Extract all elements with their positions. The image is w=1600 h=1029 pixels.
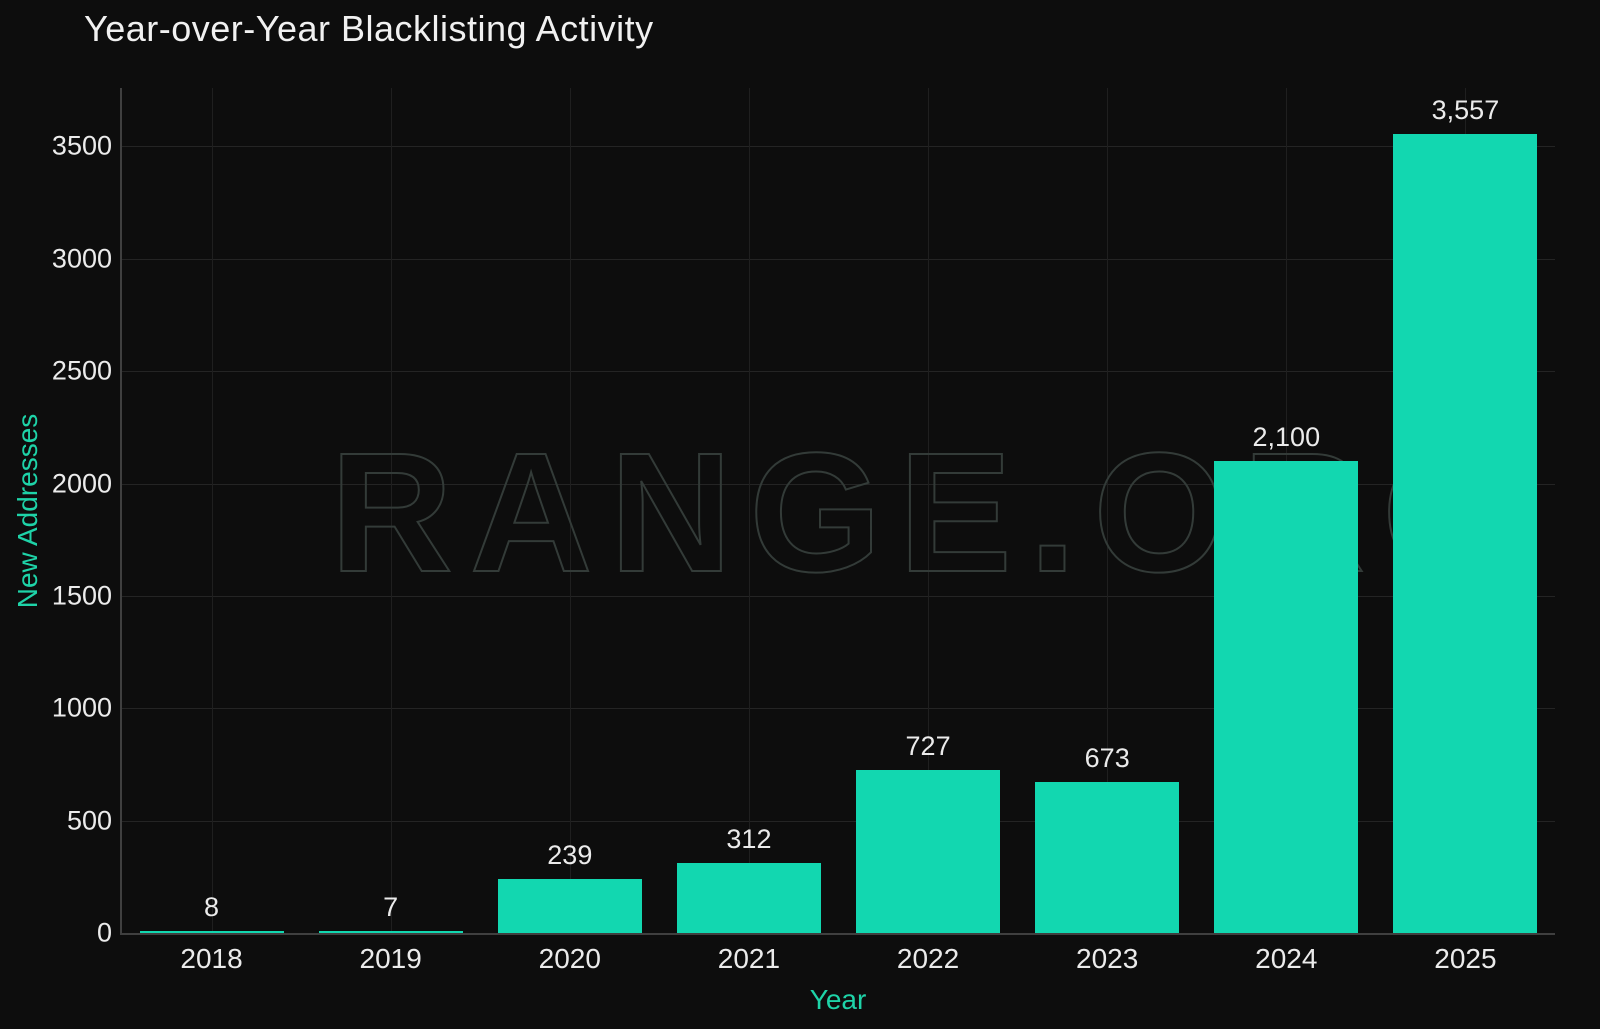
plot-area: 0 500 1000 1500 2000 2500 3000 3500 RANGE.ORG 8… xyxy=(52,88,1555,974)
x-axis-title: Year xyxy=(809,984,867,1015)
x-gridline xyxy=(748,88,750,933)
bar-value-label: 7 xyxy=(383,892,399,922)
x-tick-label: 2021 xyxy=(717,943,781,974)
y-tick-label: 2000 xyxy=(51,468,112,499)
x-gridline xyxy=(1107,88,1109,933)
bar-2019 xyxy=(318,931,463,933)
y-gridline xyxy=(122,708,1555,710)
x-tick-label: 2020 xyxy=(538,943,601,974)
gridline-layer: 0 500 1000 1500 2000 2500 3000 3500 xyxy=(52,88,1555,948)
y-tick-label: 3000 xyxy=(51,243,112,274)
y-tick-label: 2500 xyxy=(51,355,112,386)
bar-2025 xyxy=(1393,134,1538,933)
bar-value-label: 727 xyxy=(905,731,951,761)
y-tick-label: 0 xyxy=(96,917,112,948)
y-gridline xyxy=(122,595,1555,597)
bar-2024 xyxy=(1214,461,1359,933)
x-tick-label: 2023 xyxy=(1076,943,1139,974)
y-gridline xyxy=(122,258,1555,260)
x-tick-label: 2025 xyxy=(1434,943,1497,974)
y-gridline xyxy=(122,371,1555,373)
x-gridline xyxy=(211,88,213,933)
bar-layer xyxy=(122,88,1555,933)
y-axis-title: New Addresses xyxy=(12,413,43,609)
x-gridline xyxy=(569,88,571,933)
y-tick-label: 3500 xyxy=(51,130,112,161)
y-gridline xyxy=(122,483,1555,485)
bar-value-label: 8 xyxy=(204,892,220,922)
y-tick-label: 500 xyxy=(66,805,112,836)
x-tick-label: 2018 xyxy=(180,943,243,974)
bar-value-label: 2,100 xyxy=(1252,422,1321,452)
y-tick-label: 1500 xyxy=(51,580,112,611)
x-tick-label: 2022 xyxy=(896,943,960,974)
x-tick-label: 2024 xyxy=(1255,943,1318,974)
bar-value-label: 3,557 xyxy=(1431,95,1500,125)
bar-2022 xyxy=(856,770,1001,933)
y-gridline xyxy=(122,820,1555,822)
bar-2021 xyxy=(676,863,821,933)
y-gridline xyxy=(122,146,1555,148)
y-tick-label: 1000 xyxy=(51,692,112,723)
bar-2020 xyxy=(497,879,642,933)
label-layer: 8 2018 7 2019 239 2020 312 2021 727 2022 673 2023 2,… xyxy=(122,88,1555,974)
bar-value-label: 312 xyxy=(726,824,772,854)
x-gridline xyxy=(390,88,392,933)
bar-2018 xyxy=(139,931,284,933)
x-gridline xyxy=(928,88,930,933)
x-tick-label: 2019 xyxy=(359,943,422,974)
bar-value-label: 239 xyxy=(547,840,593,870)
chart-title: Year-over-Year Blacklisting Activity xyxy=(84,8,654,49)
bar-value-label: 673 xyxy=(1084,743,1130,773)
bar-2023 xyxy=(1035,782,1180,933)
